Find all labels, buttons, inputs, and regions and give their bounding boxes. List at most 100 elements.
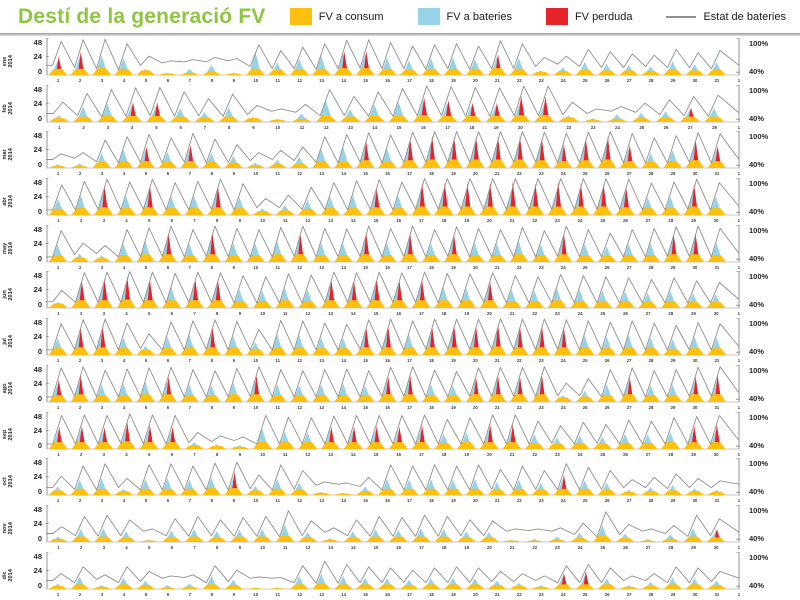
- svg-text:2: 2: [79, 358, 82, 363]
- month-year: 2014: [7, 568, 14, 582]
- svg-text:27: 27: [627, 265, 632, 270]
- svg-text:16: 16: [385, 171, 390, 176]
- left-axis: 48 24 0: [16, 225, 46, 272]
- svg-text:10: 10: [275, 125, 280, 130]
- month-label: ene 2014: [2, 55, 15, 67]
- svg-text:11: 11: [283, 452, 288, 457]
- svg-text:7: 7: [204, 125, 207, 130]
- left-axis: 48 24 0: [16, 365, 46, 412]
- svg-text:24: 24: [561, 358, 566, 363]
- month-chart: 1 2 3 4 5 6 7 8 9 10 11 12 13 14 15 16 17 18 19 20 21 22 23 24 2…: [46, 318, 740, 363]
- month-label: jun 2014: [2, 289, 15, 301]
- svg-text:1: 1: [738, 78, 740, 83]
- svg-text:1: 1: [57, 311, 60, 316]
- right-axis: 100% 40%: [740, 318, 800, 365]
- svg-text:28: 28: [649, 78, 654, 83]
- rtick-100: 100%: [749, 179, 769, 189]
- svg-text:18: 18: [442, 452, 447, 457]
- svg-text:9: 9: [239, 545, 242, 550]
- month-year: 2014: [7, 195, 14, 208]
- svg-text:10: 10: [253, 405, 258, 410]
- svg-text:10: 10: [253, 78, 258, 83]
- ytick-24: 24: [33, 332, 42, 342]
- svg-text:27: 27: [646, 311, 651, 316]
- svg-text:6: 6: [167, 592, 170, 597]
- svg-text:16: 16: [385, 78, 390, 83]
- svg-text:20: 20: [487, 311, 492, 316]
- svg-text:1: 1: [738, 125, 740, 130]
- month-row-nov: nov 2014 48 24 0 1 2 3 4 5 6 7 8 9 10 11 12 13 14 15 16…: [0, 504, 800, 552]
- svg-text:13: 13: [319, 405, 324, 410]
- svg-text:5: 5: [145, 592, 148, 597]
- svg-text:21: 21: [510, 218, 515, 223]
- svg-text:21: 21: [495, 265, 500, 270]
- svg-text:18: 18: [429, 358, 434, 363]
- month-name: mar: [1, 149, 8, 160]
- rtick-40: 40%: [749, 160, 765, 170]
- svg-text:26: 26: [623, 218, 628, 223]
- svg-text:27: 27: [646, 545, 651, 550]
- svg-text:16: 16: [396, 218, 401, 223]
- svg-text:19: 19: [464, 311, 469, 316]
- svg-text:18: 18: [442, 311, 447, 316]
- svg-text:21: 21: [495, 592, 500, 597]
- rtick-40: 40%: [749, 67, 765, 76]
- svg-text:26: 26: [605, 592, 610, 597]
- legend-item-estat-bateries: Estat de bateries: [666, 11, 786, 23]
- svg-text:21: 21: [495, 171, 500, 176]
- svg-text:22: 22: [567, 125, 572, 130]
- svg-text:1: 1: [57, 218, 60, 223]
- month-name: ago: [1, 383, 8, 394]
- svg-text:1: 1: [738, 218, 740, 223]
- ytick-48: 48: [33, 178, 42, 188]
- svg-text:6: 6: [171, 311, 174, 316]
- svg-text:23: 23: [539, 265, 544, 270]
- svg-text:19: 19: [451, 405, 456, 410]
- month-chart: 1 2 3 4 5 6 7 8 9 10 11 12 13 14 15 16 17 18 19 20 21 22 23 24 2…: [46, 551, 740, 597]
- svg-text:31: 31: [715, 78, 720, 83]
- rtick-100: 100%: [749, 505, 769, 515]
- svg-text:14: 14: [341, 265, 346, 270]
- svg-text:21: 21: [510, 311, 515, 316]
- svg-text:28: 28: [668, 218, 673, 223]
- svg-text:1: 1: [738, 545, 740, 550]
- svg-text:2: 2: [79, 498, 82, 503]
- ytick-0: 0: [37, 300, 42, 310]
- svg-text:3: 3: [101, 405, 104, 410]
- svg-text:9: 9: [233, 405, 236, 410]
- svg-text:9: 9: [252, 125, 255, 130]
- ytick-24: 24: [33, 472, 42, 482]
- svg-text:15: 15: [363, 171, 368, 176]
- svg-text:8: 8: [211, 78, 214, 83]
- svg-text:2: 2: [79, 592, 82, 597]
- svg-text:30: 30: [693, 358, 698, 363]
- ytick-24: 24: [33, 238, 42, 248]
- ytick-24: 24: [33, 378, 42, 388]
- svg-text:29: 29: [671, 405, 676, 410]
- svg-text:12: 12: [297, 265, 302, 270]
- svg-text:31: 31: [715, 358, 720, 363]
- svg-text:16: 16: [385, 405, 390, 410]
- svg-text:12: 12: [306, 218, 311, 223]
- svg-text:17: 17: [419, 218, 424, 223]
- svg-text:26: 26: [605, 78, 610, 83]
- svg-text:7: 7: [193, 218, 196, 223]
- svg-text:31: 31: [715, 265, 720, 270]
- svg-text:16: 16: [396, 545, 401, 550]
- svg-text:1: 1: [57, 78, 60, 83]
- svg-text:24: 24: [561, 592, 566, 597]
- svg-text:8: 8: [211, 358, 214, 363]
- svg-text:3: 3: [101, 78, 104, 83]
- svg-text:4: 4: [123, 592, 126, 597]
- svg-text:25: 25: [583, 358, 588, 363]
- svg-text:1: 1: [57, 171, 60, 176]
- svg-text:7: 7: [193, 452, 196, 457]
- svg-text:11: 11: [300, 125, 305, 130]
- svg-text:11: 11: [283, 311, 288, 316]
- ytick-48: 48: [33, 318, 42, 328]
- svg-text:2: 2: [80, 218, 83, 223]
- month-year: 2014: [7, 241, 14, 255]
- right-axis: 100% 40%: [740, 365, 800, 412]
- svg-text:19: 19: [451, 265, 456, 270]
- ytick-48: 48: [33, 224, 42, 234]
